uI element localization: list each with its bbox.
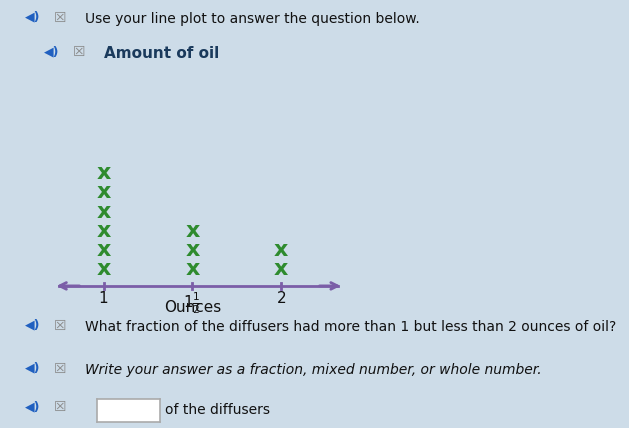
Text: x: x — [96, 221, 111, 241]
Text: x: x — [96, 182, 111, 202]
Text: x: x — [185, 259, 199, 279]
Text: ☒: ☒ — [53, 11, 66, 25]
Text: Write your answer as a fraction, mixed number, or whole number.: Write your answer as a fraction, mixed n… — [85, 363, 542, 377]
Text: x: x — [96, 259, 111, 279]
Text: ◀): ◀) — [25, 319, 41, 332]
Text: ☒: ☒ — [72, 45, 85, 59]
Text: ◀): ◀) — [25, 11, 41, 24]
Text: of the diffusers: of the diffusers — [165, 403, 270, 417]
Text: x: x — [96, 202, 111, 222]
Text: x: x — [96, 240, 111, 260]
Text: x: x — [274, 240, 288, 260]
Text: $1\frac{1}{2}$: $1\frac{1}{2}$ — [183, 291, 202, 316]
Text: 2: 2 — [276, 291, 286, 306]
Text: 1: 1 — [99, 291, 108, 306]
Text: x: x — [185, 240, 199, 260]
Text: x: x — [185, 221, 199, 241]
Text: ◀): ◀) — [25, 400, 41, 413]
Text: ☒: ☒ — [53, 319, 66, 333]
Text: Use your line plot to answer the question below.: Use your line plot to answer the questio… — [85, 12, 420, 26]
Text: What fraction of the diffusers had more than 1 but less than 2 ounces of oil?: What fraction of the diffusers had more … — [85, 320, 616, 334]
Text: ◀): ◀) — [44, 45, 60, 58]
Text: ☒: ☒ — [53, 400, 66, 414]
Text: x: x — [96, 163, 111, 183]
Text: Amount of oil: Amount of oil — [104, 46, 219, 61]
Text: ☒: ☒ — [53, 362, 66, 376]
Text: ◀): ◀) — [25, 362, 41, 374]
Text: x: x — [274, 259, 288, 279]
Text: Ounces: Ounces — [164, 300, 221, 315]
